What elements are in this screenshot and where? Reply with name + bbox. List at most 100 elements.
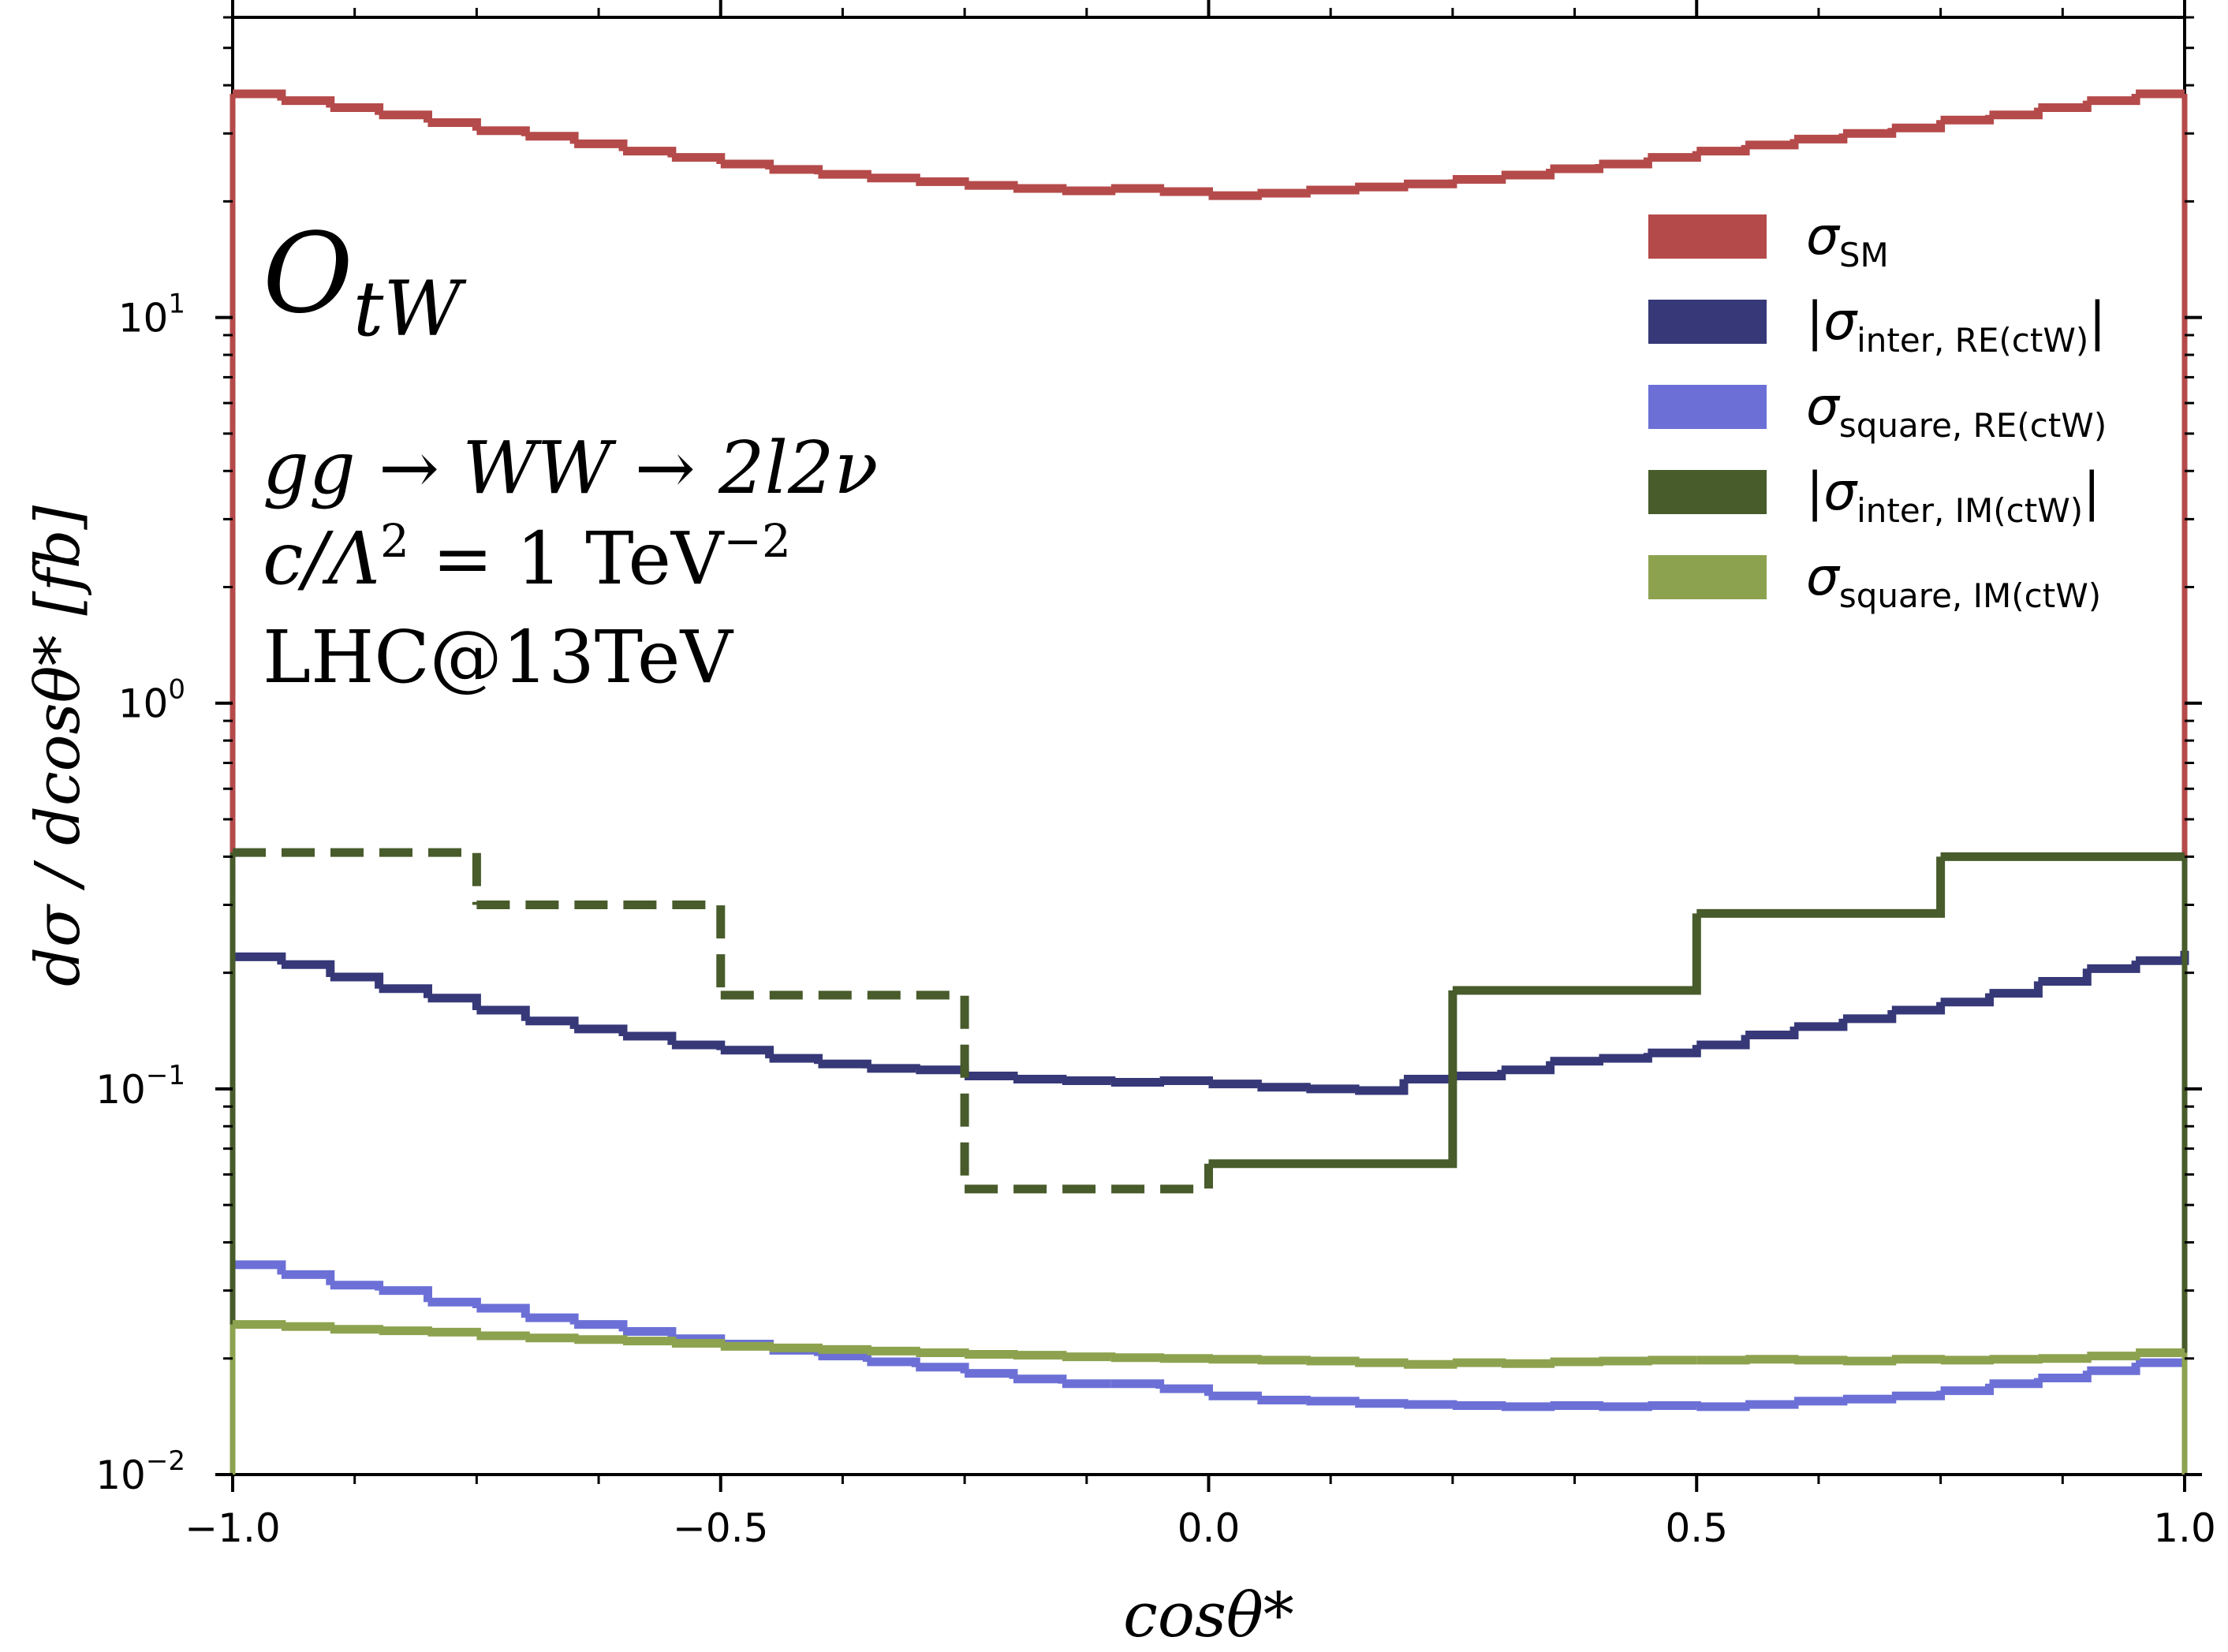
series-4-bin-23 xyxy=(1355,1358,1409,1367)
ticks-layer xyxy=(215,0,2202,1492)
series-0-bin-20 xyxy=(1208,191,1262,200)
series-0-bin-23 xyxy=(1355,182,1409,192)
x-tick-label: −0.5 xyxy=(673,1505,768,1551)
series-1-bin-18 xyxy=(1110,1078,1165,1087)
series-1-bin-22 xyxy=(1306,1084,1360,1094)
series-2-bin-31 xyxy=(1745,1400,1799,1409)
series-2-bin-20 xyxy=(1208,1391,1262,1400)
series-4-bin-26 xyxy=(1501,1359,1555,1368)
series-4-bin-21 xyxy=(1257,1356,1311,1365)
series-4-bin-0 xyxy=(233,1320,286,1329)
series-4-bin-22 xyxy=(1306,1356,1360,1366)
series-2-bin-32 xyxy=(1794,1397,1848,1406)
series-0-bin-16 xyxy=(1013,184,1067,193)
series-4-bin-5 xyxy=(476,1331,530,1341)
y-tick-label: 101 xyxy=(118,289,185,341)
series-1-bin-21 xyxy=(1257,1083,1311,1092)
series-0-bin-13 xyxy=(867,173,920,183)
series-3-bin-2 xyxy=(720,990,969,1189)
series-2-bin-18 xyxy=(1110,1379,1165,1389)
series-4-bin-8 xyxy=(623,1337,677,1346)
x-tick-label: 0.0 xyxy=(1177,1505,1241,1551)
series-4-bin-15 xyxy=(965,1350,1018,1359)
series-layer xyxy=(230,89,2189,1475)
series-0-bin-19 xyxy=(1159,187,1213,196)
series-0-bin-18 xyxy=(1110,184,1165,193)
legend-swatch xyxy=(1648,385,1767,429)
legend: σSM |σinter, RE(ctW)| σsquare, RE(ctW) |σin… xyxy=(1648,206,2107,615)
annotation-collider: LHC@13TeV xyxy=(263,615,733,699)
series-4-bin-14 xyxy=(916,1348,969,1357)
series-0-bin-15 xyxy=(965,181,1018,190)
series-0-bin-17 xyxy=(1062,186,1116,196)
series-1-bin-12 xyxy=(818,1059,871,1068)
series-3-bin-4 xyxy=(1208,990,1457,1169)
tick-labels-layer: −1.0 −0.5 0.0 0.5 1.0 10−2 10−1 100 101 xyxy=(95,289,2216,1551)
series-0-bin-22 xyxy=(1306,185,1360,195)
x-tick-label: −1.0 xyxy=(185,1505,280,1551)
series-4-bin-35 xyxy=(1940,1356,1994,1365)
legend-swatch xyxy=(1648,555,1767,599)
series-4-bin-34 xyxy=(1891,1355,1946,1364)
legend-label: σsquare, IM(ctW) xyxy=(1806,546,2101,615)
series-3-bin-1 xyxy=(476,901,726,995)
series-4-bin-17 xyxy=(1062,1352,1116,1362)
legend-label: σsquare, RE(ctW) xyxy=(1806,376,2107,445)
x-tick-label: 0.5 xyxy=(1665,1505,1728,1551)
series-4-bin-9 xyxy=(671,1339,726,1348)
series-2-bin-30 xyxy=(1696,1402,1750,1411)
series-4-bin-18 xyxy=(1110,1353,1165,1363)
series-4-bin-11 xyxy=(769,1343,823,1352)
series-4-bin-31 xyxy=(1745,1355,1799,1364)
legend-swatch xyxy=(1648,214,1767,259)
series-4-bin-33 xyxy=(1842,1356,1897,1366)
series-4-bin-24 xyxy=(1404,1359,1457,1369)
series-4-bin-32 xyxy=(1794,1356,1848,1365)
series-1-bin-17 xyxy=(1062,1076,1116,1085)
series-4-bin-4 xyxy=(427,1327,481,1337)
legend-label: |σinter, IM(ctW)| xyxy=(1806,461,2100,530)
x-axis-title: cosθ* xyxy=(1123,1580,1294,1651)
series-3-bin-0 xyxy=(233,848,481,905)
series-4-bin-30 xyxy=(1696,1356,1750,1365)
series-2-bin-28 xyxy=(1599,1402,1652,1411)
series-2-bin-24 xyxy=(1404,1400,1457,1409)
series-4-bin-10 xyxy=(720,1341,774,1351)
series-0-bin-11 xyxy=(769,165,823,175)
series-4-bin-12 xyxy=(818,1344,871,1354)
series-2-bin-21 xyxy=(1257,1396,1311,1404)
annotation-process: gg → WW → 2l2ν xyxy=(263,426,878,510)
y-axis-title: dσ / dcosθ* [fb] xyxy=(23,505,94,986)
series-0-bin-21 xyxy=(1257,188,1311,198)
series-0 xyxy=(230,89,2188,1475)
annotation-block: OtW gg → WW → 2l2ν c/Λ2 = 1 TeV−2 LHC@13… xyxy=(263,210,878,699)
series-1-bin-15 xyxy=(965,1072,1018,1080)
annotation-coupling: c/Λ2 = 1 TeV−2 xyxy=(263,514,791,601)
series-4-bin-2 xyxy=(330,1325,384,1334)
legend-swatch xyxy=(1648,470,1767,514)
legend-swatch xyxy=(1648,300,1767,344)
series-2-bin-26 xyxy=(1501,1402,1555,1411)
legend-label: σSM xyxy=(1806,206,1889,274)
series-1-bin-16 xyxy=(1013,1075,1067,1083)
series-3-bin-6 xyxy=(1696,856,1946,918)
y-tick-label: 100 xyxy=(118,674,185,727)
series-4-bin-16 xyxy=(1013,1351,1067,1360)
series-4-bin-3 xyxy=(379,1326,432,1336)
x-tick-label: 1.0 xyxy=(2153,1505,2216,1551)
series-2-bin-16 xyxy=(1013,1374,1067,1384)
series-1-bin-24 xyxy=(1404,1075,1457,1083)
series-0-bin-14 xyxy=(916,177,969,186)
series-2-bin-22 xyxy=(1306,1397,1360,1406)
series-0-bin-25 xyxy=(1452,175,1506,184)
series-1-bin-19 xyxy=(1159,1076,1213,1085)
series-0-bin-24 xyxy=(1404,179,1457,188)
legend-label: |σinter, RE(ctW)| xyxy=(1806,291,2107,360)
series-4 xyxy=(230,1320,2188,1475)
series-3-bin-5 xyxy=(1452,913,1701,995)
series-4-bin-6 xyxy=(525,1333,579,1343)
series-0-bin-27 xyxy=(1550,164,1603,173)
series-4-bin-7 xyxy=(574,1335,628,1344)
y-tick-label: 10−1 xyxy=(95,1060,185,1113)
series-2-bin-33 xyxy=(1842,1394,1897,1404)
